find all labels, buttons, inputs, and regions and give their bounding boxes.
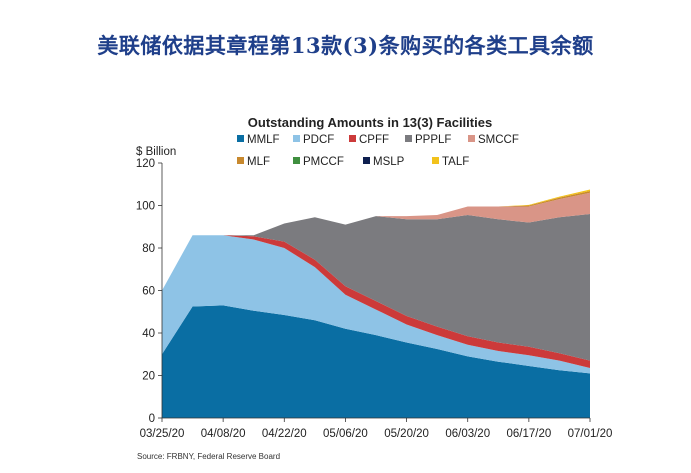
legend-label: PDCF [303,134,334,146]
area-ppplf [162,214,590,361]
y-tick-label: 40 [142,328,155,340]
legend-label: MMLF [247,134,280,146]
legend-swatch [293,135,300,142]
area-pdcf [162,235,590,374]
legend-label: CPFF [359,134,389,146]
legend-item-pmccf: PMCCF [293,156,344,168]
legend-swatch [363,157,370,164]
y-tick-label: 20 [142,371,155,383]
legend-item-mlf: MLF [237,156,270,168]
legend-item-ppplf: PPPLF [405,134,451,146]
legend-label: MLF [247,156,270,168]
legend-label: PPPLF [415,134,451,146]
x-tick-label: 06/17/20 [506,428,551,440]
area-smccf [162,192,590,291]
axes: 0 20 40 60 80 100 120 03/25/20 04/08/20 04/22/20 0… [136,158,613,440]
legend: MMLF PDCF CPFF PPPLF SMCCF MLF PMCCF MSLP TALF [237,134,519,168]
y-tick-label: 100 [136,201,155,213]
legend-label: PMCCF [303,156,344,168]
legend-swatch [349,135,356,142]
legend-swatch [293,157,300,164]
area-mmlf [162,305,590,418]
x-tick-label: 04/22/20 [262,428,307,440]
x-tick-label: 07/01/20 [568,428,613,440]
legend-swatch [432,157,439,164]
legend-label: MSLP [373,156,405,168]
legend-item-pdcf: PDCF [293,134,334,146]
legend-swatch [468,135,475,142]
legend-swatch [405,135,412,142]
legend-label: SMCCF [478,134,519,146]
legend-item-mslp: MSLP [363,156,405,168]
area-cpff [162,235,590,369]
y-tick-label: 0 [149,413,155,425]
chart-source: Source: FRBNY, Federal Reserve Board [137,452,280,461]
x-tick-label: 05/06/20 [323,428,368,440]
x-tick-label: 04/08/20 [201,428,246,440]
x-tick-label: 06/03/20 [445,428,490,440]
legend-item-mmlf: MMLF [237,134,280,146]
legend-item-smccf: SMCCF [468,134,519,146]
y-axis-label: $ Billion [136,146,176,158]
legend-label: TALF [442,156,469,168]
legend-item-talf: TALF [432,156,469,168]
y-tick-label: 80 [142,243,155,255]
y-tick-label: 120 [136,158,155,170]
legend-item-cpff: CPFF [349,134,389,146]
page-title: 美联储依据其章程第13款(3)条购买的各类工具余额 [97,33,594,58]
chart-title: Outstanding Amounts in 13(3) Facilities [248,115,492,130]
legend-swatch [237,135,244,142]
x-tick-label: 05/20/20 [384,428,429,440]
area-series-group [162,189,590,418]
legend-swatch [237,157,244,164]
y-tick-label: 60 [142,286,155,298]
area-mlf [162,191,590,291]
x-tick-label: 03/25/20 [140,428,185,440]
